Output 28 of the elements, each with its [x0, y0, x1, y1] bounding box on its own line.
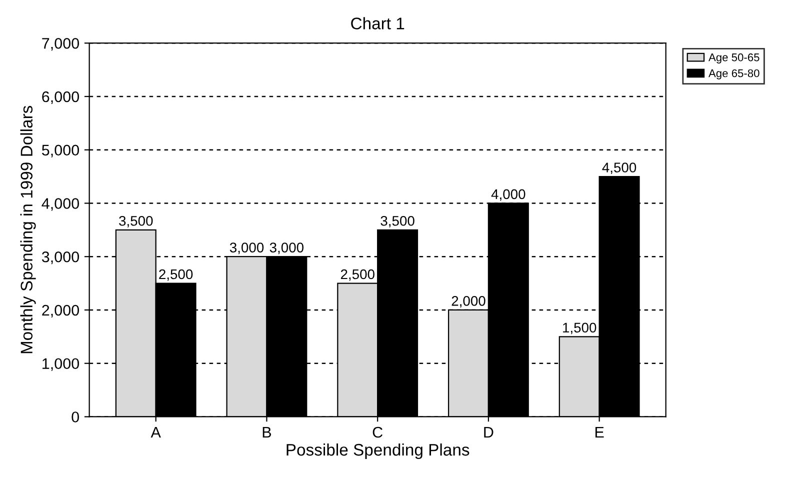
- data-label: 2,500: [340, 269, 374, 281]
- data-label: 3,500: [380, 216, 414, 228]
- data-label: 4,000: [491, 189, 526, 201]
- data-label: 3,500: [119, 216, 153, 228]
- y-tick-label: 0: [72, 412, 79, 422]
- y-tick-label: 3,000: [42, 251, 80, 264]
- y-tick-label: 6,000: [42, 91, 80, 104]
- x-tick-label: C: [372, 426, 383, 438]
- y-tick-label: 1,000: [42, 358, 80, 371]
- data-label: 1,500: [563, 322, 596, 334]
- x-tick-label: D: [484, 427, 494, 438]
- data-label: 3,000: [230, 242, 264, 254]
- x-axis-title: Possible Spending Plans: [286, 443, 470, 460]
- y-axis-title: Monthly Spending in 1999 Dollars: [20, 106, 36, 354]
- y-tick-label: 4,000: [42, 198, 80, 211]
- x-tick-label: B: [262, 427, 271, 438]
- legend-label: Age 50-65: [708, 53, 760, 64]
- data-label: 4,500: [602, 162, 636, 174]
- x-tick-label: A: [150, 427, 161, 438]
- legend-label: Age 65-80: [708, 69, 760, 80]
- y-tick-label: 7,000: [42, 38, 80, 51]
- data-label: 3,000: [270, 242, 304, 254]
- y-tick-label: 5,000: [42, 144, 80, 158]
- y-tick-label: 2,000: [42, 304, 80, 318]
- chart-title: Chart 1: [351, 17, 404, 30]
- x-tick-label: E: [595, 427, 604, 438]
- data-label: 2,000: [452, 296, 486, 308]
- data-label: 2,500: [159, 269, 193, 281]
